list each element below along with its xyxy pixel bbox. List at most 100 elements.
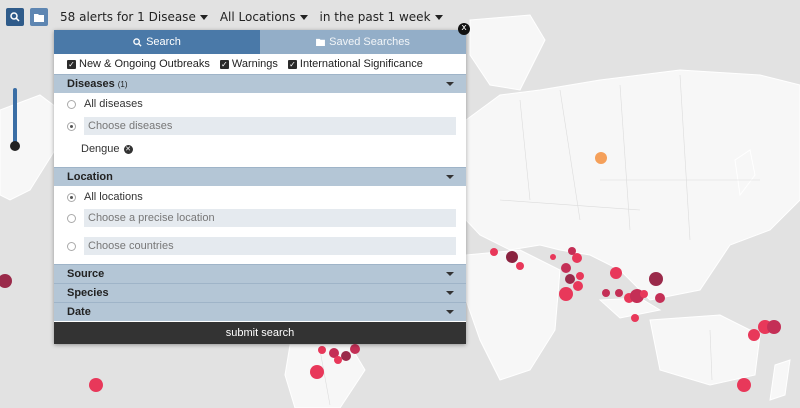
time-filter-dropdown[interactable]: in the past 1 week [320,10,443,24]
top-toolbar: 58 alerts for 1 Disease All Locations in… [6,7,443,27]
chevron-down-icon [446,175,454,179]
alert-marker [506,251,518,263]
alert-marker [561,263,571,273]
section-title: Diseases [67,78,115,90]
search-icon [10,12,20,22]
checkbox-checked-icon: ✓ [219,59,229,69]
alert-marker [329,348,339,358]
alert-marker [568,247,576,255]
alert-marker [0,274,12,288]
panel-tabs: Search Saved Searches [54,30,466,54]
section-location-header[interactable]: Location [54,167,466,186]
alert-marker [310,365,324,379]
section-date-header[interactable]: Date [54,302,466,321]
alert-marker [615,289,623,297]
checkbox-checked-icon: ✓ [67,59,76,69]
radio-choose-diseases[interactable]: Choose diseases [54,115,466,137]
choose-countries-input[interactable]: Choose countries [84,237,456,255]
alert-marker [655,293,665,303]
alert-marker [550,254,556,260]
tab-search[interactable]: Search [54,30,260,54]
alert-marker [640,290,648,298]
diseases-count: (1) [117,80,128,89]
australia-land [649,314,761,386]
chevron-down-icon [446,310,454,314]
radio-button[interactable] [67,213,76,223]
chevron-down-icon [299,14,308,20]
search-icon [133,37,142,47]
alert-marker [576,272,584,280]
search-panel: Search Saved Searches ✓ New & Ongoing Ou… [54,30,466,344]
zoom-slider-track[interactable] [13,88,17,144]
new-zealand-land [769,359,791,401]
alert-marker [767,320,781,334]
section-title: Species [67,287,109,299]
choose-diseases-input[interactable]: Choose diseases [84,117,456,135]
alert-marker [602,289,610,297]
alert-marker [573,281,583,291]
radio-all-locations[interactable]: All locations [54,186,466,208]
alert-marker [649,272,663,286]
zoom-slider-handle[interactable] [10,141,20,151]
saved-searches-toggle-button[interactable] [30,8,48,26]
eurasia-land [465,69,800,301]
alert-marker [341,351,351,361]
radio-button[interactable] [67,121,76,131]
alert-marker [572,253,582,263]
radio-label: All diseases [84,98,143,110]
location-filter-label: All Locations [219,10,296,24]
radio-button[interactable] [67,99,76,109]
alert-markers [0,152,781,392]
checkbox-international-significance[interactable]: ✓ International Significance [287,58,423,70]
section-species-header[interactable]: Species [54,283,466,302]
radio-precise-location[interactable]: Choose a precise location [54,208,466,228]
alert-marker [565,274,575,284]
alert-marker [595,152,607,164]
greenland-land [469,14,546,91]
folder-icon [316,38,326,46]
radio-button[interactable] [67,241,76,251]
radio-label: All locations [84,191,143,203]
alert-marker [334,356,342,364]
alert-marker [89,378,103,392]
checkbox-label: International Significance [299,58,423,70]
section-diseases-header[interactable]: Diseases (1) [54,74,466,93]
alert-marker [610,267,622,279]
submit-search-button[interactable]: submit search [54,322,466,344]
radio-all-diseases[interactable]: All diseases [54,93,466,115]
tab-saved-searches-label: Saved Searches [329,36,410,48]
tab-saved-searches[interactable]: Saved Searches [260,30,466,54]
alerts-filter-label: 58 alerts for 1 Disease [60,10,196,24]
close-panel-button[interactable]: x [458,23,470,35]
alerts-filter-dropdown[interactable]: 58 alerts for 1 Disease [60,10,208,24]
alert-marker [559,287,573,301]
checkbox-warnings[interactable]: ✓ Warnings [219,58,278,70]
checkbox-new-ongoing-outbreaks[interactable]: ✓ New & Ongoing Outbreaks [67,58,210,70]
selected-disease-tag: Dengue ✕ [54,137,466,161]
japan-land [734,149,756,197]
search-toggle-button[interactable] [6,8,24,26]
folder-icon [34,13,44,22]
radio-choose-countries[interactable]: Choose countries [54,236,466,256]
section-title: Location [67,171,113,183]
section-source-header[interactable]: Source [54,264,466,283]
chevron-down-icon [446,272,454,276]
precise-location-input[interactable]: Choose a precise location [84,209,456,227]
section-title: Source [67,268,105,280]
alert-marker [631,314,639,322]
location-filter-dropdown[interactable]: All Locations [220,10,308,24]
time-filter-label: in the past 1 week [319,10,431,24]
africa-land [465,249,561,381]
radio-button[interactable] [67,192,76,202]
alert-marker [516,262,524,270]
chevron-down-icon [446,82,454,86]
alert-marker [318,346,326,354]
alert-marker [737,378,751,392]
chevron-down-icon [199,14,208,20]
remove-tag-icon[interactable]: ✕ [123,144,133,154]
alert-marker [350,344,360,354]
chevron-down-icon [446,291,454,295]
chevron-down-icon [434,14,443,20]
checkbox-label: Warnings [231,58,278,70]
tag-label: Dengue [81,143,120,155]
